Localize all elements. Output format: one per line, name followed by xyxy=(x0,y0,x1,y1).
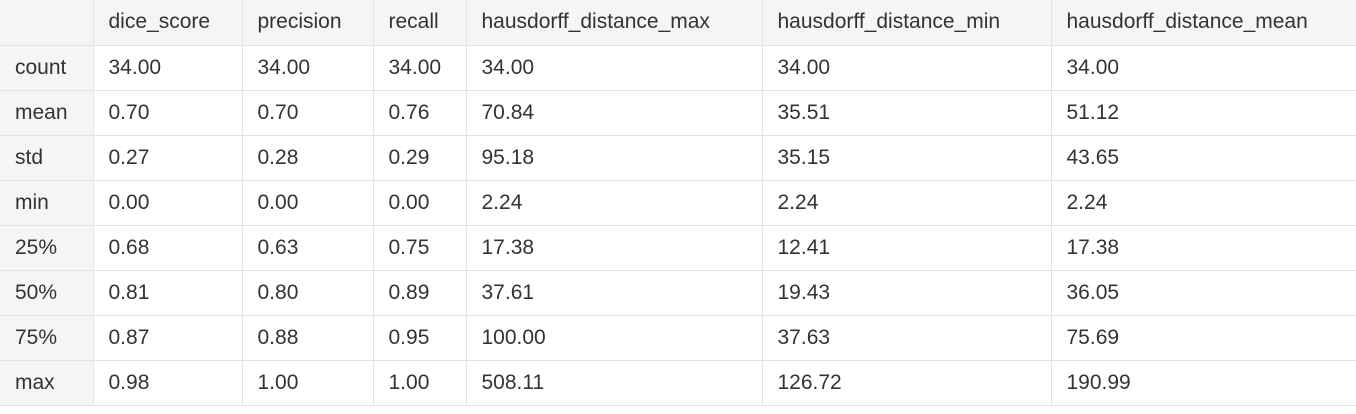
table-cell: 34.00 xyxy=(93,45,243,91)
table-cell: 2.24 xyxy=(762,180,1052,226)
table-row: 75% 0.87 0.88 0.95 100.00 37.63 75.69 xyxy=(0,315,1356,361)
table-row: std 0.27 0.28 0.29 95.18 35.15 43.65 xyxy=(0,135,1356,181)
row-label: 75% xyxy=(0,315,94,361)
table-cell: 1.00 xyxy=(242,360,374,406)
table-cell: 17.38 xyxy=(466,225,763,271)
table-cell: 36.05 xyxy=(1051,270,1356,316)
table-row: min 0.00 0.00 0.00 2.24 2.24 2.24 xyxy=(0,180,1356,226)
table-cell: 43.65 xyxy=(1051,135,1356,181)
table-cell: 0.89 xyxy=(373,270,467,316)
row-label: std xyxy=(0,135,94,181)
table-body: count 34.00 34.00 34.00 34.00 34.00 34.0… xyxy=(0,45,1356,406)
table-cell: 2.24 xyxy=(1051,180,1356,226)
table-cell: 0.29 xyxy=(373,135,467,181)
table-cell: 17.38 xyxy=(1051,225,1356,271)
table-cell: 0.70 xyxy=(93,90,243,136)
column-header-precision[interactable]: precision xyxy=(242,0,374,46)
table-cell: 19.43 xyxy=(762,270,1052,316)
table-cell: 100.00 xyxy=(466,315,763,361)
table-cell: 35.15 xyxy=(762,135,1052,181)
row-label: min xyxy=(0,180,94,226)
row-label: mean xyxy=(0,90,94,136)
table-cell: 34.00 xyxy=(762,45,1052,91)
table-header: dice_score precision recall hausdorff_di… xyxy=(0,0,1356,46)
table-cell: 34.00 xyxy=(1051,45,1356,91)
table-cell: 0.63 xyxy=(242,225,374,271)
table-cell: 0.27 xyxy=(93,135,243,181)
table-cell: 0.95 xyxy=(373,315,467,361)
column-header-hausdorff-distance-mean[interactable]: hausdorff_distance_mean xyxy=(1051,0,1356,46)
table-cell: 2.24 xyxy=(466,180,763,226)
table-cell: 37.63 xyxy=(762,315,1052,361)
table-cell: 12.41 xyxy=(762,225,1052,271)
table-row: 50% 0.81 0.80 0.89 37.61 19.43 36.05 xyxy=(0,270,1356,316)
table-cell: 0.87 xyxy=(93,315,243,361)
column-header-hausdorff-distance-max[interactable]: hausdorff_distance_max xyxy=(466,0,763,46)
table-cell: 508.11 xyxy=(466,360,763,406)
table-row: 25% 0.68 0.63 0.75 17.38 12.41 17.38 xyxy=(0,225,1356,271)
column-header-hausdorff-distance-min[interactable]: hausdorff_distance_min xyxy=(762,0,1052,46)
table-cell: 51.12 xyxy=(1051,90,1356,136)
table-cell: 0.00 xyxy=(242,180,374,226)
table-cell: 1.00 xyxy=(373,360,467,406)
table-cell: 0.76 xyxy=(373,90,467,136)
row-label: 25% xyxy=(0,225,94,271)
table-cell: 34.00 xyxy=(466,45,763,91)
table-cell: 37.61 xyxy=(466,270,763,316)
row-label: max xyxy=(0,360,94,406)
corner-cell xyxy=(0,0,94,46)
column-header-recall[interactable]: recall xyxy=(373,0,467,46)
table-cell: 0.28 xyxy=(242,135,374,181)
table-cell: 95.18 xyxy=(466,135,763,181)
row-label: count xyxy=(0,45,94,91)
table-cell: 70.84 xyxy=(466,90,763,136)
table-cell: 0.88 xyxy=(242,315,374,361)
table-cell: 0.98 xyxy=(93,360,243,406)
table-cell: 0.81 xyxy=(93,270,243,316)
table-cell: 0.68 xyxy=(93,225,243,271)
table-cell: 0.00 xyxy=(93,180,243,226)
table-cell: 35.51 xyxy=(762,90,1052,136)
column-header-dice-score[interactable]: dice_score xyxy=(93,0,243,46)
table-cell: 34.00 xyxy=(242,45,374,91)
table-cell: 126.72 xyxy=(762,360,1052,406)
table-cell: 190.99 xyxy=(1051,360,1356,406)
header-row: dice_score precision recall hausdorff_di… xyxy=(0,0,1356,46)
table-row: count 34.00 34.00 34.00 34.00 34.00 34.0… xyxy=(0,45,1356,91)
table-cell: 0.75 xyxy=(373,225,467,271)
table-cell: 34.00 xyxy=(373,45,467,91)
row-label: 50% xyxy=(0,270,94,316)
table-cell: 0.70 xyxy=(242,90,374,136)
table-cell: 75.69 xyxy=(1051,315,1356,361)
table-cell: 0.80 xyxy=(242,270,374,316)
table-row: max 0.98 1.00 1.00 508.11 126.72 190.99 xyxy=(0,360,1356,406)
table-row: mean 0.70 0.70 0.76 70.84 35.51 51.12 xyxy=(0,90,1356,136)
table-cell: 0.00 xyxy=(373,180,467,226)
